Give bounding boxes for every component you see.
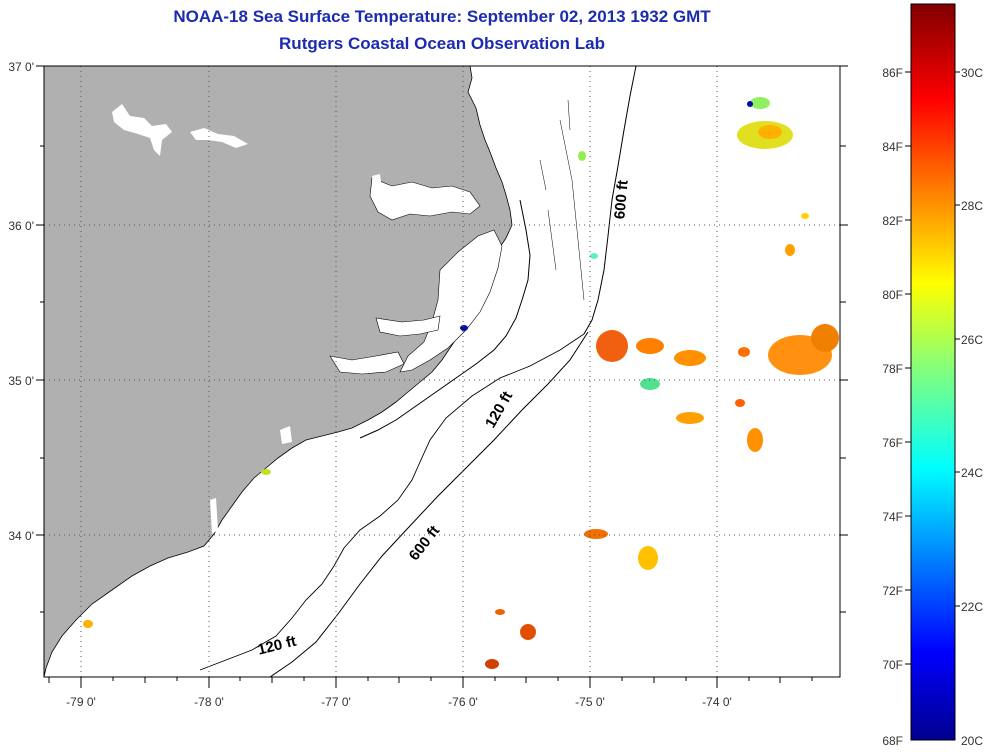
falls-lake xyxy=(190,128,248,148)
lon-label-74: -74 0' xyxy=(702,695,732,709)
outer-banks xyxy=(359,199,531,439)
colorbar-f-84: 84F xyxy=(882,140,903,154)
colorbar-f-70: 70F xyxy=(882,658,903,672)
lat-ticks-left xyxy=(36,65,44,613)
contour-600ft-north xyxy=(583,66,637,335)
lon-label-76: -76 0' xyxy=(448,695,478,709)
contour-fragments xyxy=(539,99,585,301)
colorbar-c-26: 26C xyxy=(961,333,983,347)
lat-label-36: 36 0' xyxy=(8,219,34,233)
sst-patches xyxy=(83,97,839,669)
lake-mattamuskeet xyxy=(462,254,484,266)
colorbar-f-76: 76F xyxy=(882,436,903,450)
lat-ticks-right xyxy=(840,65,848,613)
map-frame xyxy=(43,65,841,678)
map-title: NOAA-18 Sea Surface Temperature: Septemb… xyxy=(173,7,711,26)
colorbar-f-72: 72F xyxy=(882,584,903,598)
graticule xyxy=(44,66,840,677)
neuse-river xyxy=(329,351,405,375)
albemarle-sound xyxy=(369,177,481,221)
cape-fear-river xyxy=(210,498,218,534)
lat-label-35: 35 0' xyxy=(8,374,34,388)
pamlico-river xyxy=(375,315,441,337)
colorbar-ticks xyxy=(905,71,960,665)
lon-label-75: -75 0' xyxy=(575,695,605,709)
lon-label-77: -77 0' xyxy=(321,695,351,709)
colorbar-c-30: 30C xyxy=(961,66,983,80)
colorbar-c-22: 22C xyxy=(961,600,983,614)
colorbar-c-24: 24C xyxy=(961,466,983,480)
colorbar-f-80: 80F xyxy=(882,288,903,302)
lat-label-34: 34 0' xyxy=(8,529,34,543)
contour-600ft-south xyxy=(269,331,589,677)
colorbar-f-68: 68F xyxy=(882,734,903,748)
lon-label-79: -79 0' xyxy=(66,695,96,709)
colorbar xyxy=(910,3,956,741)
colorbar-c-20: 20C xyxy=(961,734,983,748)
colorbar-f-86: 86F xyxy=(882,66,903,80)
contour-label-600-north: 600 ft xyxy=(611,179,631,220)
lake-gaston-inlet xyxy=(372,174,382,192)
lat-label-37: 37 0' xyxy=(8,60,34,74)
colorbar-f-82: 82F xyxy=(882,214,903,228)
map-subtitle: Rutgers Coastal Ocean Observation Lab xyxy=(279,34,605,53)
colorbar-f-74: 74F xyxy=(882,510,903,524)
colorbar-c-28: 28C xyxy=(961,199,983,213)
pamlico-sound xyxy=(399,229,503,373)
lon-ticks xyxy=(48,677,813,688)
kerr-lake xyxy=(112,104,172,156)
lon-label-78: -78 0' xyxy=(194,695,224,709)
lake-waccamaw xyxy=(280,426,292,444)
contour-120ft xyxy=(199,333,585,671)
colorbar-f-78: 78F xyxy=(882,362,903,376)
